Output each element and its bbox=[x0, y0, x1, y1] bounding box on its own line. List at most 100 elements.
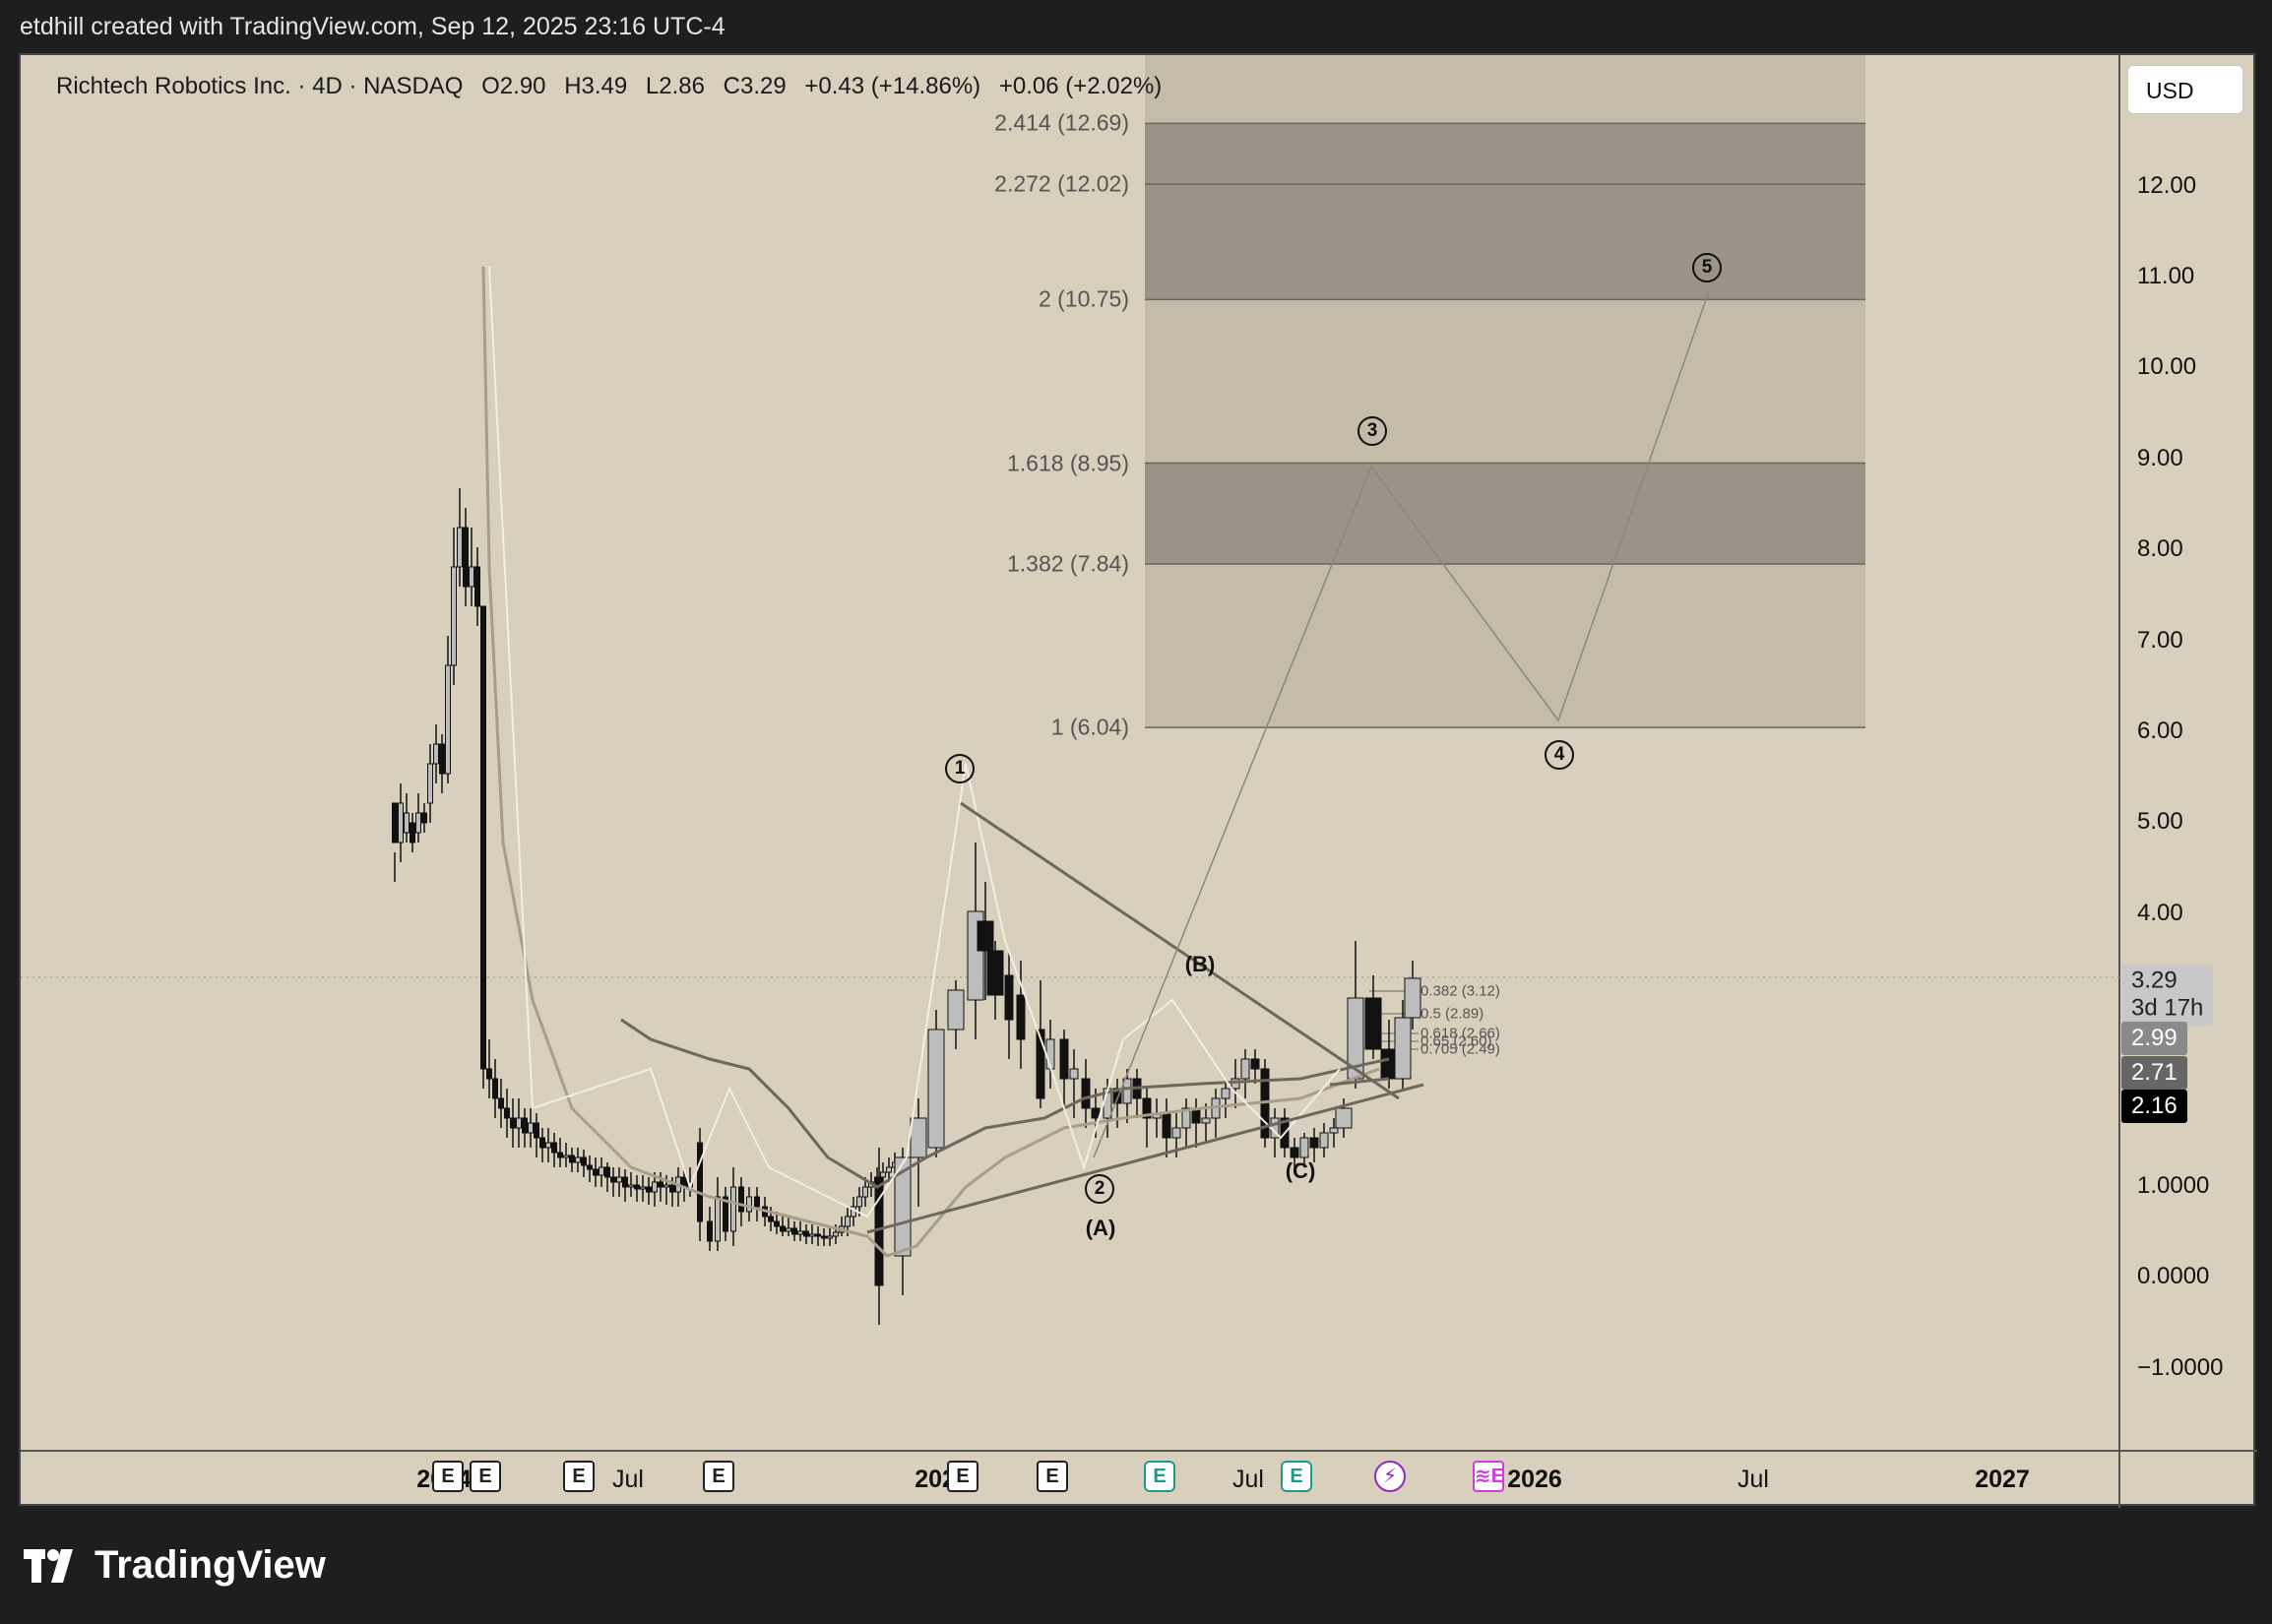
candle-body bbox=[616, 1176, 622, 1183]
candle-body bbox=[439, 743, 445, 775]
candle-body bbox=[510, 1117, 516, 1129]
candle-body bbox=[856, 1196, 862, 1208]
earnings-event-icon: E bbox=[1281, 1461, 1312, 1492]
candle-body bbox=[1364, 997, 1382, 1050]
candle-body bbox=[516, 1117, 522, 1129]
earnings-event-icon: ⚡ bbox=[1374, 1461, 1406, 1492]
candle-body bbox=[646, 1186, 652, 1193]
candle-body bbox=[1059, 1038, 1069, 1080]
candle-body bbox=[910, 1117, 927, 1158]
candle-body bbox=[780, 1225, 786, 1232]
candle-body bbox=[640, 1186, 646, 1190]
candle-body bbox=[563, 1155, 569, 1158]
candle-body bbox=[427, 763, 433, 804]
chart-canvas[interactable] bbox=[21, 55, 2257, 1508]
candle-body bbox=[1162, 1112, 1171, 1139]
candle-body bbox=[1250, 1058, 1260, 1070]
wave-label: 2 bbox=[1085, 1174, 1114, 1204]
fib-retracement-label: 0.705 (2.49) bbox=[1420, 1040, 1500, 1058]
fib-level-label: 1.618 (8.95) bbox=[1006, 450, 1129, 475]
candle-body bbox=[593, 1168, 599, 1176]
symbol-title[interactable]: Richtech Robotics Inc. · 4D · NASDAQ bbox=[56, 73, 464, 99]
price-axis-tick: 11.00 bbox=[2137, 263, 2195, 289]
candle-body bbox=[697, 1142, 703, 1222]
price-tag: 3.29 3d 17h bbox=[2121, 965, 2214, 1027]
attribution-text: etdhill created with TradingView.com, Se… bbox=[20, 13, 726, 40]
price-tag: 2.99 bbox=[2121, 1022, 2187, 1055]
price-tag-value: 3.29 bbox=[2131, 967, 2177, 994]
fib-level-label: 2.414 (12.69) bbox=[994, 109, 1129, 136]
upper-trendline bbox=[960, 801, 1400, 1100]
candle-body bbox=[1221, 1088, 1231, 1099]
candle-body bbox=[1181, 1107, 1191, 1129]
candle-body bbox=[1335, 1107, 1353, 1129]
wave-label: (B) bbox=[1184, 952, 1216, 976]
candle-body bbox=[410, 822, 415, 843]
chart-frame[interactable]: Richtech Robotics Inc. · 4D · NASDAQ O2.… bbox=[19, 53, 2257, 1508]
earnings-event-icon: E bbox=[1144, 1461, 1175, 1492]
candle-body bbox=[738, 1186, 744, 1213]
candle-body bbox=[474, 566, 480, 607]
candle-body bbox=[1329, 1127, 1339, 1134]
candle-body bbox=[1171, 1127, 1181, 1139]
candle-body bbox=[457, 527, 463, 568]
candle-body bbox=[774, 1220, 780, 1227]
moving-average-fast bbox=[481, 266, 1380, 1258]
open-value: O2.90 bbox=[481, 73, 546, 99]
candle-body bbox=[469, 566, 474, 588]
candle-body bbox=[803, 1230, 809, 1237]
candle-body bbox=[652, 1181, 658, 1193]
candle-body bbox=[404, 812, 410, 834]
candle-body bbox=[421, 812, 427, 824]
candle-body bbox=[986, 950, 1004, 996]
candle-body bbox=[581, 1156, 587, 1166]
candle-body bbox=[534, 1122, 539, 1139]
currency-button[interactable]: USD bbox=[2127, 65, 2243, 114]
candle-body bbox=[433, 743, 439, 765]
candle-body bbox=[528, 1122, 534, 1134]
close-value: C3.29 bbox=[723, 73, 787, 99]
price-tag-countdown: 3d 17h bbox=[2131, 994, 2204, 1022]
price-tag: 2.71 bbox=[2121, 1056, 2187, 1090]
candle-body bbox=[880, 1171, 886, 1178]
earnings-event-icon: E bbox=[432, 1461, 464, 1492]
ohlc-legend: Richtech Robotics Inc. · 4D · NASDAQ O2.… bbox=[56, 73, 1173, 100]
fib-retracement-label: 0.382 (3.12) bbox=[1420, 982, 1500, 1000]
support-segment bbox=[1329, 1077, 1390, 1087]
candle-body bbox=[498, 1097, 504, 1109]
earnings-event-icon: E bbox=[1037, 1461, 1068, 1492]
time-axis-tick: Jul bbox=[1232, 1466, 1264, 1493]
fib-level-label: 1 (6.04) bbox=[1050, 714, 1129, 740]
candle-body bbox=[1142, 1097, 1152, 1119]
candle-body bbox=[569, 1155, 575, 1163]
earnings-event-icon: E bbox=[947, 1461, 978, 1492]
price-axis-tick: 10.00 bbox=[2137, 353, 2197, 380]
candle-body bbox=[723, 1196, 728, 1232]
candle-body bbox=[1240, 1058, 1250, 1080]
candle-body bbox=[1069, 1068, 1079, 1080]
candle-body bbox=[827, 1235, 833, 1239]
time-axis-tick: 2026 bbox=[1507, 1466, 1562, 1493]
candle-body bbox=[1004, 974, 1014, 1021]
fib-level-label: 1.382 (7.84) bbox=[1006, 550, 1129, 577]
attribution-bar: etdhill created with TradingView.com, Se… bbox=[0, 0, 2272, 53]
candle-body bbox=[886, 1166, 892, 1173]
candle-body bbox=[599, 1166, 604, 1176]
candle-body bbox=[445, 664, 451, 775]
candle-body bbox=[768, 1216, 774, 1222]
candle-body bbox=[833, 1231, 839, 1237]
wave-label: (C) bbox=[1285, 1158, 1316, 1183]
candle-body bbox=[392, 802, 398, 843]
candle-body bbox=[730, 1186, 736, 1232]
candle-body bbox=[398, 802, 404, 843]
candle-body bbox=[486, 1068, 492, 1080]
candle-body bbox=[1394, 1017, 1412, 1080]
candle-body bbox=[1036, 1029, 1045, 1099]
candle-body bbox=[557, 1152, 563, 1158]
candle-body bbox=[862, 1186, 868, 1198]
candle-body bbox=[809, 1233, 815, 1237]
moving-average-slow bbox=[620, 1018, 1390, 1189]
price-tag: 2.16 bbox=[2121, 1090, 2187, 1123]
earnings-event-icon: E bbox=[703, 1461, 734, 1492]
candle-body bbox=[815, 1233, 821, 1237]
